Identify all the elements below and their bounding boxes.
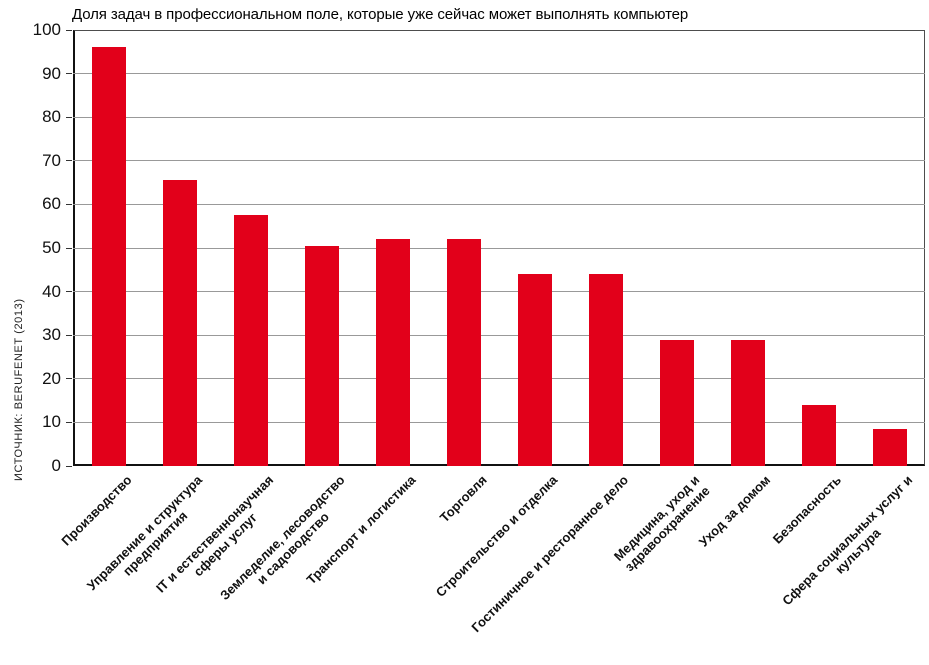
x-axis-category-label: Медицина, уход и здравоохранение — [611, 472, 713, 574]
gridline — [73, 73, 925, 75]
x-axis-category-label: Строительство и отделка — [432, 472, 561, 600]
y-axis-tick-label: 90 — [42, 63, 61, 83]
x-axis-category-label: Производство — [58, 472, 135, 549]
y-axis-tick — [66, 160, 72, 162]
bar — [517, 274, 552, 466]
x-axis-category-label: Торговля — [436, 472, 490, 526]
x-axis-category-label-line: Сфера социальных услуг и — [779, 472, 916, 609]
x-axis-category-label-line: Строительство и отделка — [432, 472, 561, 600]
y-axis-tick — [66, 116, 72, 118]
gridline — [73, 421, 925, 423]
gridline — [73, 203, 925, 205]
y-axis-tick-label: 20 — [42, 368, 61, 388]
y-axis-tick — [66, 378, 72, 380]
bar — [872, 428, 907, 466]
chart-title: Доля задач в профессиональном поле, кото… — [72, 6, 689, 23]
y-axis-tick-label: 80 — [42, 107, 61, 127]
x-axis-category-label-line: Уход за домом — [696, 472, 774, 550]
y-axis-tick-label: 0 — [51, 456, 61, 475]
y-axis-tick — [66, 421, 72, 423]
bar — [730, 339, 765, 466]
gridline — [73, 247, 925, 249]
x-axis-category-label: Безопасность — [770, 472, 845, 547]
gridline — [73, 378, 925, 380]
x-axis-category-label-line: Торговля — [436, 472, 490, 526]
y-axis-tick — [66, 247, 72, 249]
bar — [588, 274, 623, 466]
y-axis-tick-label: 100 — [32, 20, 61, 39]
bar — [233, 215, 268, 466]
y-axis-tick-label: 30 — [42, 325, 61, 345]
bar — [446, 239, 481, 466]
gridline — [73, 334, 925, 336]
y-axis-tick — [66, 465, 72, 467]
y-axis-tick — [66, 291, 72, 293]
y-axis-tick-label: 10 — [42, 412, 61, 432]
x-axis-category-label-line: Производство — [58, 472, 135, 549]
bar — [801, 404, 836, 466]
bar — [162, 180, 197, 466]
gridline — [73, 160, 925, 162]
gridline — [73, 116, 925, 118]
gridline — [73, 291, 925, 293]
y-axis-tick-label: 70 — [42, 150, 61, 170]
y-axis-tick — [66, 334, 72, 336]
bar — [375, 239, 410, 466]
bar — [91, 47, 126, 466]
y-axis-tick — [66, 29, 72, 31]
x-axis-category-label-line: Безопасность — [770, 472, 845, 547]
y-axis-tick — [66, 73, 72, 75]
x-axis-category-label: Сфера социальных услуг и культура — [779, 472, 926, 619]
bar — [659, 339, 694, 466]
x-axis-category-label: Гостиничное и ресторанное дело — [468, 472, 632, 636]
x-axis-category-label: Уход за домом — [696, 472, 774, 550]
y-axis-tick — [66, 203, 72, 205]
bar — [304, 245, 339, 466]
x-axis-category-label-line: Гостиничное и ресторанное дело — [468, 472, 632, 636]
y-axis-tick-label: 50 — [42, 238, 61, 257]
y-axis-tick-label: 60 — [42, 194, 61, 214]
y-axis-tick-label: 40 — [42, 281, 61, 301]
